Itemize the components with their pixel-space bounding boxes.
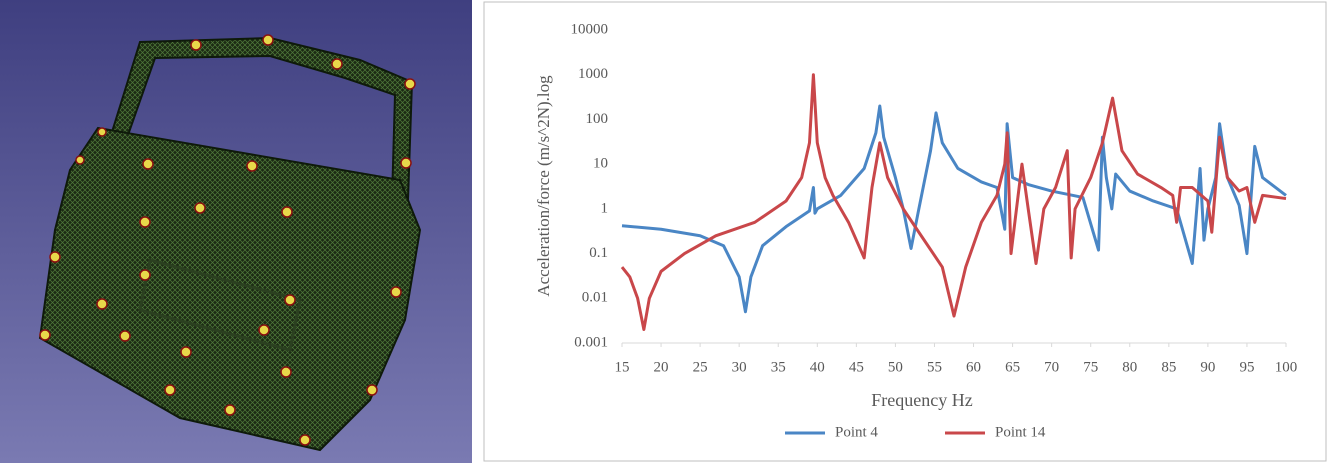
x-tick-label: 75 bbox=[1083, 359, 1098, 375]
x-tick-label: 55 bbox=[927, 359, 942, 375]
x-tick-label: 85 bbox=[1161, 359, 1176, 375]
y-tick-label: 1 bbox=[601, 200, 609, 216]
x-tick-label: 100 bbox=[1275, 359, 1298, 375]
x-tick-label: 80 bbox=[1122, 359, 1137, 375]
x-tick-label: 60 bbox=[966, 359, 981, 375]
y-tick-label: 0.01 bbox=[582, 290, 608, 306]
x-tick-label: 35 bbox=[771, 359, 786, 375]
x-tick-label: 65 bbox=[1005, 359, 1020, 375]
y-tick-label: 10 bbox=[593, 156, 608, 172]
y-tick-label: 10000 bbox=[571, 21, 609, 37]
x-axis-title: Frequency Hz bbox=[871, 390, 972, 410]
x-tick-label: 70 bbox=[1044, 359, 1059, 375]
legend-label: Point 14 bbox=[995, 424, 1046, 440]
x-tick-label: 95 bbox=[1239, 359, 1254, 375]
y-tick-label: 0.001 bbox=[574, 334, 608, 350]
legend-label: Point 4 bbox=[835, 424, 878, 440]
x-tick-label: 15 bbox=[615, 359, 630, 375]
y-tick-label: 0.1 bbox=[589, 245, 608, 261]
scene: Acceleration/force (m/s^2N).log Frequenc… bbox=[0, 0, 1328, 463]
door-mesh-image bbox=[0, 0, 472, 463]
y-axis-title: Acceleration/force (m/s^2N).log bbox=[534, 75, 553, 297]
y-tick-label: 100 bbox=[586, 111, 609, 127]
x-tick-label: 25 bbox=[693, 359, 708, 375]
x-tick-label: 20 bbox=[654, 359, 669, 375]
x-tick-label: 90 bbox=[1200, 359, 1215, 375]
x-tick-label: 30 bbox=[732, 359, 747, 375]
y-tick-label: 1000 bbox=[578, 66, 608, 82]
x-tick-label: 50 bbox=[888, 359, 903, 375]
x-tick-label: 45 bbox=[849, 359, 864, 375]
x-tick-label: 40 bbox=[810, 359, 825, 375]
page: {"chart_data": {"type": "line", "xlabel"… bbox=[0, 0, 1328, 463]
